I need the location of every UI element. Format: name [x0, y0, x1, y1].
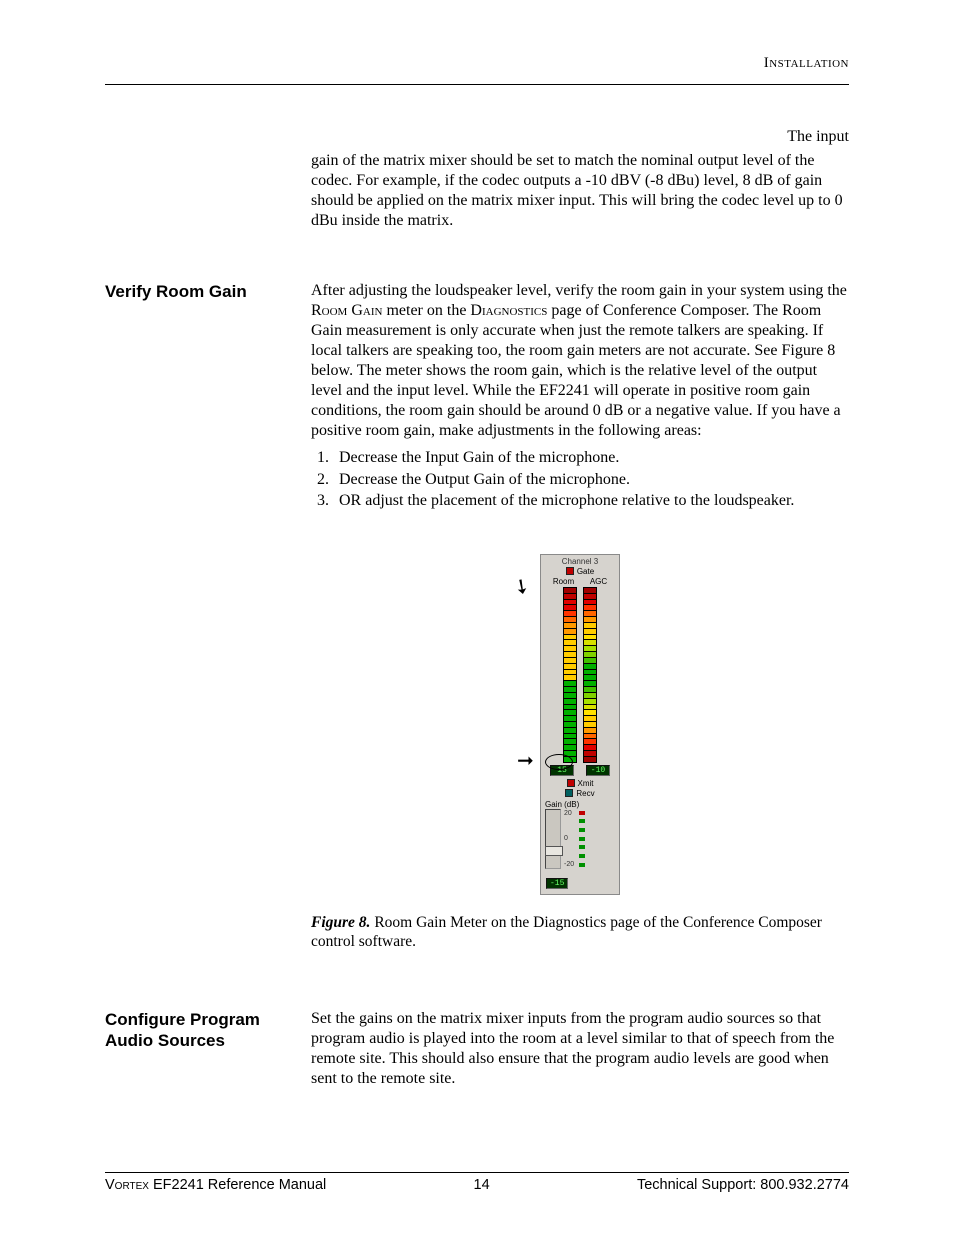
gain-indicator-leds [579, 810, 585, 868]
verify-steps: Decrease the Input Gain of the microphon… [311, 447, 849, 512]
verify-para: After adjusting the loudspeaker level, v… [311, 281, 849, 441]
gain-label: Gain (dB) [545, 800, 617, 809]
panel-title: Channel 3 [543, 557, 617, 566]
gain-slider-thumb[interactable] [545, 846, 563, 856]
verify-para-pre: After adjusting the loudspeaker level, v… [311, 282, 847, 299]
meter-column-labels: Room AGC [545, 577, 615, 586]
figure-wrap: ➘ ➞ Channel 3 Gate Room AGC [311, 554, 849, 895]
recv-label: Recv [576, 789, 594, 798]
verify-sc2: Diagnostics [470, 302, 547, 319]
recv-swatch [565, 789, 573, 797]
agc-value: -10 [586, 765, 610, 776]
figure-caption: Figure 8. Room Gain Meter on the Diagnos… [311, 913, 849, 952]
gain-area: 20 0 -20 [545, 809, 615, 869]
agc-col-label: AGC [590, 577, 607, 586]
configure-section: Configure Program Audio Sources Set the … [105, 1009, 849, 1093]
footer-left-rest: EF2241 Reference Manual [149, 1177, 326, 1193]
gain-slider[interactable] [545, 809, 561, 869]
configure-para: Set the gains on the matrix mixer inputs… [311, 1009, 849, 1089]
footer-right: Technical Support: 800.932.2774 [637, 1177, 849, 1193]
verify-step-1: Decrease the Input Gain of the microphon… [333, 447, 849, 469]
footer-rule [105, 1172, 849, 1173]
gate-label: Gate [577, 567, 594, 576]
footer-page-number: 14 [474, 1177, 490, 1193]
page-footer: Vortex EF2241 Reference Manual 14 Techni… [105, 1172, 849, 1193]
figure-caption-text: Room Gain Meter on the Diagnostics page … [311, 914, 822, 950]
header-rule [105, 84, 849, 85]
callout-arrow-bottom: ➞ [517, 751, 534, 771]
page-header: Installation [105, 55, 849, 85]
configure-heading: Configure Program Audio Sources [105, 1009, 303, 1052]
xmit-legend: Xmit [543, 779, 617, 788]
verify-sc1: Room Gain [311, 302, 382, 319]
verify-section: Verify Room Gain After adjusting the lou… [105, 281, 849, 967]
gain-value: -15 [546, 878, 568, 889]
intro-block: The input gain of the matrix mixer shoul… [105, 127, 849, 235]
room-col-label: Room [553, 577, 574, 586]
room-meter [563, 587, 577, 763]
gain-tick-0: 0 [564, 835, 574, 842]
intro-para: gain of the matrix mixer should be set t… [311, 151, 849, 231]
verify-step-2: Decrease the Output Gain of the micropho… [333, 469, 849, 491]
gain-ticks: 20 0 -20 [564, 810, 574, 868]
gain-tick-20: 20 [564, 810, 574, 817]
gate-legend: Gate [543, 567, 617, 576]
footer-left: Vortex EF2241 Reference Manual [105, 1177, 326, 1193]
footer-left-sc: Vortex [105, 1177, 149, 1193]
verify-heading: Verify Room Gain [105, 281, 303, 302]
figure-caption-label: Figure 8. [311, 914, 370, 931]
intro-lead: The input [311, 127, 849, 147]
verify-para-post: page of Conference Composer. The Room Ga… [311, 302, 841, 439]
xmit-label: Xmit [578, 779, 594, 788]
xmit-swatch [567, 779, 575, 787]
gain-tick-n20: -20 [564, 861, 574, 868]
callout-arrow-top: ➘ [509, 574, 534, 600]
meter-panel: ➘ ➞ Channel 3 Gate Room AGC [540, 554, 620, 895]
callout-ellipse [545, 754, 573, 770]
gate-swatch [566, 567, 574, 575]
verify-para-mid1: meter on the [382, 302, 470, 319]
header-section-label: Installation [105, 55, 849, 72]
verify-step-3: OR adjust the placement of the microphon… [333, 490, 849, 512]
agc-meter [583, 587, 597, 763]
recv-legend: Recv [543, 789, 617, 798]
